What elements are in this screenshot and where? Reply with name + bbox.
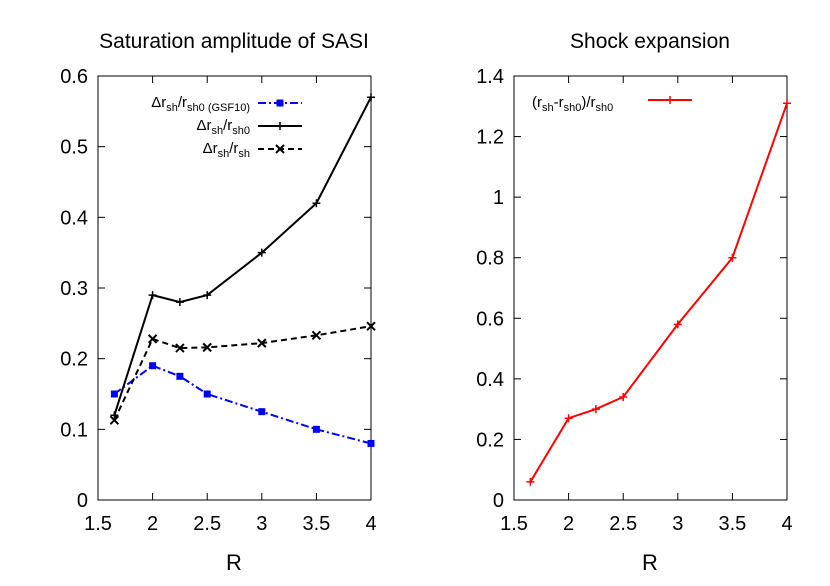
plus-marker xyxy=(276,122,284,130)
y-tick-label: 0 xyxy=(77,490,88,512)
plus-marker xyxy=(367,93,375,102)
square-marker xyxy=(312,425,320,433)
plus-marker xyxy=(312,199,321,208)
x-tick-label: 4 xyxy=(365,513,376,535)
x-tick-label: 2 xyxy=(563,513,574,535)
x-tick-label: 1.5 xyxy=(84,513,112,535)
plus-marker xyxy=(526,477,535,486)
plus-marker xyxy=(257,248,266,257)
legend-label: (rsh-rsh0)/rsh0 xyxy=(532,94,613,114)
y-tick-label: 0.4 xyxy=(476,369,504,391)
square-marker xyxy=(203,390,211,398)
cross-marker xyxy=(257,338,267,348)
series-1 xyxy=(110,362,375,447)
legend: Δrsh/rsh0 (GSF10) Δrsh/rsh0 Δrsh/rsh xyxy=(151,94,302,160)
legend-label: Δrsh/rsh xyxy=(203,140,250,160)
cross-marker xyxy=(147,334,158,344)
y-tick-label: 0.3 xyxy=(60,278,88,300)
square-marker xyxy=(258,408,266,416)
chart-shock-expansion: Shock expansion 0 0.2 0.4 0.6 0.8 1 1.2 1.4 1.5 2… xyxy=(476,30,792,575)
x-tick-label: 2.5 xyxy=(609,513,637,535)
chart-title: Shock expansion xyxy=(570,30,730,53)
series-3 xyxy=(109,321,376,425)
plus-marker xyxy=(175,298,184,307)
x-tick-label: 3.5 xyxy=(718,513,746,535)
series-layer xyxy=(526,99,791,486)
plus-marker xyxy=(564,414,573,423)
series-line xyxy=(113,364,372,445)
square-marker xyxy=(149,362,157,370)
y-tick-label: 0.1 xyxy=(60,419,88,441)
plot-frame xyxy=(513,75,788,501)
square-marker xyxy=(110,390,118,398)
legend-label: Δrsh/rsh0 (GSF10) xyxy=(151,94,250,114)
plus-marker xyxy=(619,393,628,402)
y-tick-label: 1 xyxy=(493,187,504,209)
x-tick-label: 2.5 xyxy=(193,513,221,535)
y-tick-label: 0 xyxy=(493,490,504,512)
square-marker xyxy=(367,439,375,447)
cross-marker xyxy=(175,343,185,353)
cross-marker xyxy=(311,330,322,341)
axis-ticks: 0 0.1 0.2 0.3 0.4 0.5 0.6 1.5 2 2.5 3 3.5 4 xyxy=(60,66,376,535)
series-2 xyxy=(110,93,375,420)
plus-marker xyxy=(728,253,737,262)
cross-marker xyxy=(366,321,376,331)
legend: (rsh-rsh0)/rsh0 xyxy=(532,94,692,114)
legend-samples xyxy=(258,99,302,154)
y-tick-label: 0.6 xyxy=(476,308,504,330)
plus-marker xyxy=(591,405,600,414)
series-1 xyxy=(526,99,791,486)
square-marker xyxy=(176,372,184,380)
legend-label: Δrsh/rsh0 xyxy=(196,117,250,137)
y-tick-label: 0.5 xyxy=(60,137,88,159)
y-tick-label: 1.2 xyxy=(476,127,504,149)
y-tick-label: 0.6 xyxy=(60,66,88,88)
plus-marker xyxy=(666,96,674,104)
series-line xyxy=(529,102,788,483)
y-tick-label: 0.2 xyxy=(60,349,88,371)
y-tick-label: 0.8 xyxy=(476,248,504,270)
legend-samples xyxy=(648,96,692,104)
x-tick-label: 2 xyxy=(147,513,158,535)
plus-marker xyxy=(203,291,212,300)
x-tick-label: 3 xyxy=(256,513,267,535)
y-tick-label: 0.4 xyxy=(60,207,88,229)
square-marker xyxy=(276,99,284,107)
y-tick-label: 1.4 xyxy=(476,66,504,88)
x-tick-label: 3.5 xyxy=(302,513,330,535)
x-axis-label: R xyxy=(642,550,658,575)
x-tick-label: 1.5 xyxy=(500,513,528,535)
plus-marker xyxy=(673,320,682,329)
cross-marker xyxy=(109,415,120,425)
cross-marker xyxy=(275,144,285,154)
series-layer xyxy=(109,93,376,447)
plus-marker xyxy=(783,99,791,108)
y-tick-label: 0.2 xyxy=(476,429,504,451)
chart-saturation-amplitude: Saturation amplitude of SASI 00.10.20.30… xyxy=(60,30,376,575)
cross-marker xyxy=(202,342,212,353)
plus-marker xyxy=(148,291,157,300)
chart-title: Saturation amplitude of SASI xyxy=(99,30,369,53)
x-axis-label: R xyxy=(226,550,242,575)
x-tick-label: 3 xyxy=(672,513,683,535)
axis-ticks: 0 0.2 0.4 0.6 0.8 1 1.2 1.4 1.5 2 2.5 3 3.5 4 xyxy=(476,66,792,535)
x-tick-label: 4 xyxy=(781,513,792,535)
